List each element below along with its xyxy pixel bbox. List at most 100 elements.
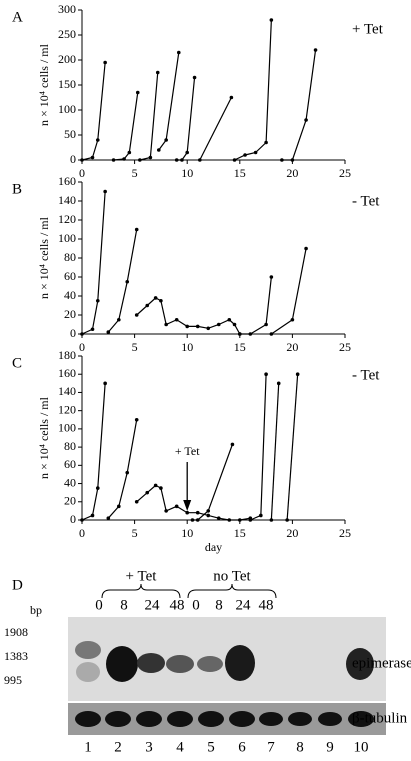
x-tick-label: 15 bbox=[234, 340, 246, 354]
band bbox=[76, 662, 100, 682]
point bbox=[304, 246, 308, 251]
x-tick-label: 0 bbox=[79, 526, 85, 540]
panel-label: A bbox=[12, 9, 23, 25]
y-tick-label: 20 bbox=[64, 494, 76, 508]
point bbox=[90, 327, 95, 332]
y-tick-label: 140 bbox=[58, 193, 76, 207]
point bbox=[259, 513, 263, 518]
y-tick-label: 120 bbox=[58, 402, 76, 416]
x-tick-label: 20 bbox=[286, 166, 298, 180]
time-label: 8 bbox=[120, 597, 128, 613]
point bbox=[290, 158, 295, 162]
series-line bbox=[81, 62, 106, 161]
x-tick-label: 25 bbox=[339, 340, 351, 354]
y-tick-label: 60 bbox=[64, 457, 76, 471]
point bbox=[134, 499, 139, 504]
series-line bbox=[250, 374, 267, 521]
time-label: 24 bbox=[236, 597, 252, 613]
size-marker: 1908 bbox=[4, 625, 28, 639]
y-tick-label: 0 bbox=[70, 512, 76, 526]
y-tick-label: 50 bbox=[64, 127, 76, 141]
x-tick-label: 20 bbox=[286, 340, 298, 354]
y-tick-label: 100 bbox=[58, 102, 76, 116]
lane-label: 8 bbox=[296, 739, 304, 755]
series-line bbox=[270, 383, 280, 521]
point bbox=[264, 140, 268, 145]
point bbox=[206, 326, 211, 331]
y-tick-label: 40 bbox=[64, 288, 76, 302]
band bbox=[75, 641, 101, 659]
time-label: 48 bbox=[259, 597, 274, 613]
point bbox=[190, 518, 195, 522]
point bbox=[248, 518, 253, 522]
time-label: 8 bbox=[215, 597, 223, 613]
group-label: no Tet bbox=[213, 568, 251, 584]
point bbox=[103, 60, 107, 65]
x-tick-label: 20 bbox=[286, 526, 298, 540]
point bbox=[290, 317, 295, 322]
lane-label: 9 bbox=[326, 739, 334, 755]
lane-label: 4 bbox=[176, 739, 184, 755]
point bbox=[164, 322, 168, 327]
bp-label: bp bbox=[30, 603, 42, 617]
series-line bbox=[107, 229, 138, 333]
series-line bbox=[176, 77, 196, 161]
point bbox=[269, 332, 274, 336]
x-tick-label: 25 bbox=[339, 166, 351, 180]
y-tick-label: 40 bbox=[64, 475, 76, 489]
point bbox=[185, 150, 189, 155]
x-tick-label: 15 bbox=[234, 526, 246, 540]
lane-label: 7 bbox=[267, 739, 275, 755]
band bbox=[225, 645, 255, 681]
size-marker: 995 bbox=[4, 673, 22, 687]
point bbox=[269, 518, 274, 522]
point bbox=[280, 158, 284, 162]
point bbox=[269, 275, 274, 279]
point bbox=[232, 158, 237, 162]
point bbox=[198, 158, 202, 162]
series-line bbox=[199, 97, 232, 161]
x-tick-label: 5 bbox=[132, 526, 138, 540]
arrow-head bbox=[183, 500, 192, 511]
point bbox=[304, 118, 308, 122]
point bbox=[134, 417, 139, 422]
annotation: + Tet bbox=[352, 21, 384, 37]
point bbox=[117, 504, 121, 509]
point bbox=[125, 279, 130, 284]
y-tick-label: 200 bbox=[58, 52, 76, 66]
x-tick-label: 0 bbox=[79, 166, 85, 180]
x-tick-label: 5 bbox=[132, 166, 138, 180]
point bbox=[156, 148, 161, 152]
point bbox=[216, 516, 221, 520]
point bbox=[285, 518, 289, 522]
panel-label: D bbox=[12, 577, 23, 593]
point bbox=[227, 317, 232, 322]
tubulin-bands bbox=[75, 711, 374, 727]
lane-label: 2 bbox=[114, 739, 122, 755]
x-tick-label: 10 bbox=[181, 526, 193, 540]
point bbox=[195, 518, 200, 522]
series-line bbox=[136, 297, 241, 335]
point bbox=[229, 95, 234, 100]
point bbox=[164, 138, 168, 142]
point bbox=[180, 158, 184, 162]
lane-label: 3 bbox=[145, 739, 153, 755]
point bbox=[155, 70, 160, 75]
point bbox=[122, 157, 126, 161]
point bbox=[111, 158, 116, 162]
x-tick-label: 0 bbox=[79, 340, 85, 354]
series-line bbox=[158, 52, 180, 151]
point bbox=[185, 510, 189, 515]
y-tick-label: 160 bbox=[58, 174, 76, 188]
series-line bbox=[81, 191, 106, 335]
band bbox=[197, 656, 223, 672]
series-line bbox=[271, 248, 307, 335]
series-line bbox=[286, 374, 299, 521]
point bbox=[253, 150, 258, 155]
point bbox=[238, 518, 242, 522]
point bbox=[134, 227, 139, 232]
point bbox=[243, 153, 247, 157]
series-line bbox=[81, 383, 106, 521]
point bbox=[125, 470, 130, 475]
